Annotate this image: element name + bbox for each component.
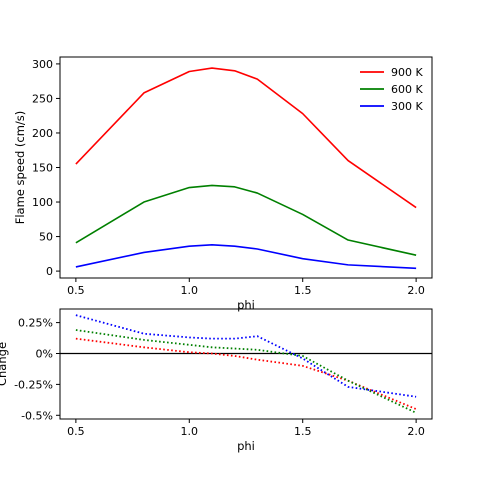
legend-label: 600 K (391, 83, 423, 96)
x-axis-label: phi (237, 298, 255, 312)
y-tick-label: -0.25% (14, 378, 53, 391)
legend: 900 K 600 K 300 K (360, 66, 423, 113)
y-axis-label: Flame speed (cm/s) (13, 111, 27, 225)
legend-label: 300 K (391, 100, 423, 113)
x-tick-label: 1.0 (181, 425, 199, 438)
y-tick-label: 200 (32, 127, 53, 140)
y-tick-label: 0 (46, 265, 53, 278)
y-tick-label: -0.5% (21, 409, 53, 422)
series-line-300-k (75, 244, 417, 270)
y-tick-label: 0% (36, 347, 53, 360)
x-axis-label: phi (237, 439, 255, 453)
series-line-change-2 (75, 314, 417, 398)
x-tick-label: 0.5 (67, 425, 85, 438)
x-tick-label: 1.0 (181, 284, 199, 297)
legend-label: 900 K (391, 66, 423, 79)
y-tick-label: 150 (32, 162, 53, 175)
change-chart: 0.5 1.0 1.5 2.0 -0.5% -0.25% 0% 0.25% phi Change (0, 308, 433, 453)
flame-speed-chart: 0.5 1.0 1.5 2.0 0 50 100 150 200 250 300 phi Flame s… (13, 56, 433, 312)
y-axis-label: Change (0, 342, 9, 386)
x-tick-label: 1.5 (294, 284, 312, 297)
x-tick-label: 2.0 (407, 425, 425, 438)
x-tick-label: 0.5 (67, 284, 85, 297)
y-tick-label: 300 (32, 58, 53, 71)
x-tick-label: 1.5 (294, 425, 312, 438)
y-tick-label: 0.25% (18, 317, 53, 330)
series-line-change-1 (75, 329, 417, 414)
plot-frame (59, 308, 433, 420)
series-line-900-k (75, 67, 417, 209)
series-line-change-0 (75, 337, 417, 410)
plot-frame (59, 56, 433, 279)
y-tick-label: 100 (32, 196, 53, 209)
y-tick-label: 50 (39, 231, 53, 244)
y-tick-label: 250 (32, 92, 53, 105)
x-tick-label: 2.0 (407, 284, 425, 297)
series-line-600-k (75, 184, 417, 256)
